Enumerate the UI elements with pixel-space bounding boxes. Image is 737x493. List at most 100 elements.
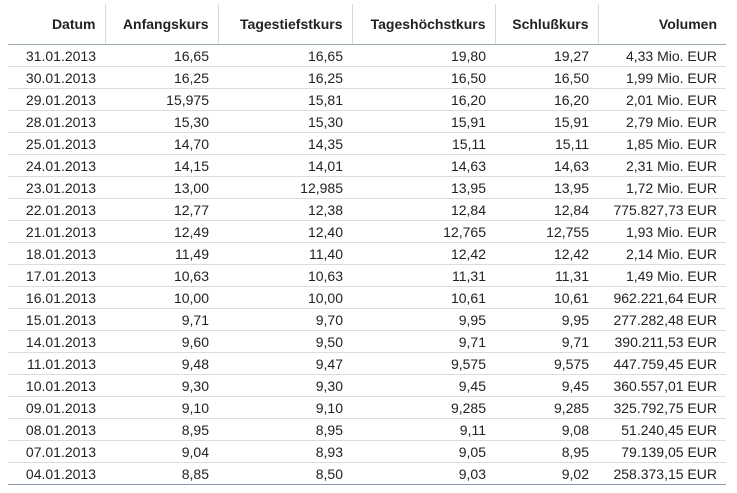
- table-cell: 1,85 Mio. EUR: [598, 132, 726, 155]
- table-cell: 9,03: [352, 462, 495, 485]
- table-cell: 16.01.2013: [8, 286, 105, 309]
- table-cell: 1,72 Mio. EUR: [598, 176, 726, 199]
- table-row: 30.01.2013 16,25 16,25 16,50 16,50 1,99 Mio. …: [8, 66, 726, 89]
- table-cell: 12,38: [218, 198, 352, 221]
- table-cell: 10,00: [218, 286, 352, 309]
- price-table: Datum Anfangskurs Tagestiefstkurs Tageshöch…: [8, 4, 726, 485]
- table-cell: 30.01.2013: [8, 66, 105, 89]
- table-cell: 10,61: [352, 286, 495, 309]
- table-row: 16.01.2013 10,00 10,00 10,61 10,61 962.221,64…: [8, 286, 726, 309]
- table-cell: 12,84: [495, 198, 598, 221]
- table-cell: 51.240,45 EUR: [598, 418, 726, 441]
- table-cell: 9,11: [352, 418, 495, 441]
- table-cell: 9,71: [105, 308, 218, 331]
- table-cell: 14,35: [218, 132, 352, 155]
- table-cell: 9,30: [218, 374, 352, 397]
- table-cell: 8,50: [218, 462, 352, 485]
- table-cell: 4,33 Mio. EUR: [598, 44, 726, 67]
- table-cell: 2,01 Mio. EUR: [598, 88, 726, 111]
- table-cell: 22.01.2013: [8, 198, 105, 221]
- table-cell: 08.01.2013: [8, 418, 105, 441]
- table-row: 28.01.2013 15,30 15,30 15,91 15,91 2,79 Mio. …: [8, 110, 726, 133]
- table-cell: 9,575: [352, 352, 495, 375]
- table-cell: 16,65: [105, 44, 218, 67]
- table-cell: 16,50: [352, 66, 495, 89]
- column-header: Tageshöchstkurs: [351, 4, 495, 45]
- table-cell: 2,14 Mio. EUR: [598, 242, 726, 265]
- column-header: Anfangskurs: [104, 4, 218, 45]
- table-cell: 12,77: [105, 198, 218, 221]
- table-cell: 16,25: [218, 66, 352, 89]
- table-cell: 1,49 Mio. EUR: [598, 264, 726, 287]
- table-cell: 28.01.2013: [8, 110, 105, 133]
- table-cell: 14,01: [218, 154, 352, 177]
- table-cell: 15,91: [495, 110, 598, 133]
- table-cell: 1,93 Mio. EUR: [598, 220, 726, 243]
- table-cell: 15,975: [105, 88, 218, 111]
- table-cell: 16,25: [105, 66, 218, 89]
- table-cell: 12,765: [352, 220, 495, 243]
- table-cell: 9,04: [105, 440, 218, 463]
- table-cell: 9,285: [495, 396, 598, 419]
- table-cell: 14,63: [352, 154, 495, 177]
- table-cell: 19,80: [352, 44, 495, 67]
- table-cell: 21.01.2013: [8, 220, 105, 243]
- table-cell: 15,30: [218, 110, 352, 133]
- table-cell: 25.01.2013: [8, 132, 105, 155]
- table-cell: 9,285: [352, 396, 495, 419]
- table-row: 10.01.2013 9,30 9,30 9,45 9,45 360.557,01 EUR: [8, 374, 726, 397]
- table-cell: 390.211,53 EUR: [598, 330, 726, 353]
- column-header: Volumen: [597, 4, 726, 45]
- table-cell: 9,05: [352, 440, 495, 463]
- table-cell: 12,40: [218, 220, 352, 243]
- table-cell: 10.01.2013: [8, 374, 105, 397]
- table-cell: 9,50: [218, 330, 352, 353]
- table-cell: 9,71: [352, 330, 495, 353]
- table-cell: 9,45: [352, 374, 495, 397]
- column-header: Schlußkurs: [494, 4, 598, 45]
- table-cell: 17.01.2013: [8, 264, 105, 287]
- table-cell: 12,42: [495, 242, 598, 265]
- table-cell: 14,15: [105, 154, 218, 177]
- table-cell: 325.792,75 EUR: [598, 396, 726, 419]
- table-cell: 15.01.2013: [8, 308, 105, 331]
- table-cell: 09.01.2013: [8, 396, 105, 419]
- table-body: 31.01.2013 16,65 16,65 19,80 19,27 4,33 Mio. …: [8, 44, 726, 485]
- table-cell: 11,31: [495, 264, 598, 287]
- table-cell: 9,10: [218, 396, 352, 419]
- table-cell: 2,31 Mio. EUR: [598, 154, 726, 177]
- table-cell: 1,99 Mio. EUR: [598, 66, 726, 89]
- table-row: 11.01.2013 9,48 9,47 9,575 9,575 447.759,45 E…: [8, 352, 726, 375]
- table-row: 09.01.2013 9,10 9,10 9,285 9,285 325.792,75 E…: [8, 396, 726, 419]
- table-cell: 13,95: [495, 176, 598, 199]
- table-cell: 9,02: [495, 462, 598, 485]
- table-row: 14.01.2013 9,60 9,50 9,71 9,71 390.211,53 EUR: [8, 330, 726, 353]
- table-cell: 29.01.2013: [8, 88, 105, 111]
- table-cell: 16,20: [352, 88, 495, 111]
- table-cell: 10,63: [105, 264, 218, 287]
- table-row: 18.01.2013 11,49 11,40 12,42 12,42 2,14 Mio. …: [8, 242, 726, 265]
- table-cell: 9,70: [218, 308, 352, 331]
- table-cell: 9,47: [218, 352, 352, 375]
- table-cell: 23.01.2013: [8, 176, 105, 199]
- table-cell: 775.827,73 EUR: [598, 198, 726, 221]
- table-cell: 15,11: [495, 132, 598, 155]
- table-cell: 277.282,48 EUR: [598, 308, 726, 331]
- table-cell: 10,63: [218, 264, 352, 287]
- table-cell: 04.01.2013: [8, 462, 105, 485]
- table-cell: 360.557,01 EUR: [598, 374, 726, 397]
- table-cell: 16,50: [495, 66, 598, 89]
- table-cell: 79.139,05 EUR: [598, 440, 726, 463]
- table-cell: 15,91: [352, 110, 495, 133]
- table-cell: 14.01.2013: [8, 330, 105, 353]
- table-row: 31.01.2013 16,65 16,65 19,80 19,27 4,33 Mio. …: [8, 44, 726, 67]
- table-cell: 9,95: [495, 308, 598, 331]
- table-row: 15.01.2013 9,71 9,70 9,95 9,95 277.282,48 EUR: [8, 308, 726, 331]
- table-row: 04.01.2013 8,85 8,50 9,03 9,02 258.373,15 EUR: [8, 462, 726, 485]
- table-cell: 24.01.2013: [8, 154, 105, 177]
- table-cell: 16,20: [495, 88, 598, 111]
- table-row: 07.01.2013 9,04 8,93 9,05 8,95 79.139,05 EUR: [8, 440, 726, 463]
- table-cell: 9,30: [105, 374, 218, 397]
- table-row: 22.01.2013 12,77 12,38 12,84 12,84 775.827,73…: [8, 198, 726, 221]
